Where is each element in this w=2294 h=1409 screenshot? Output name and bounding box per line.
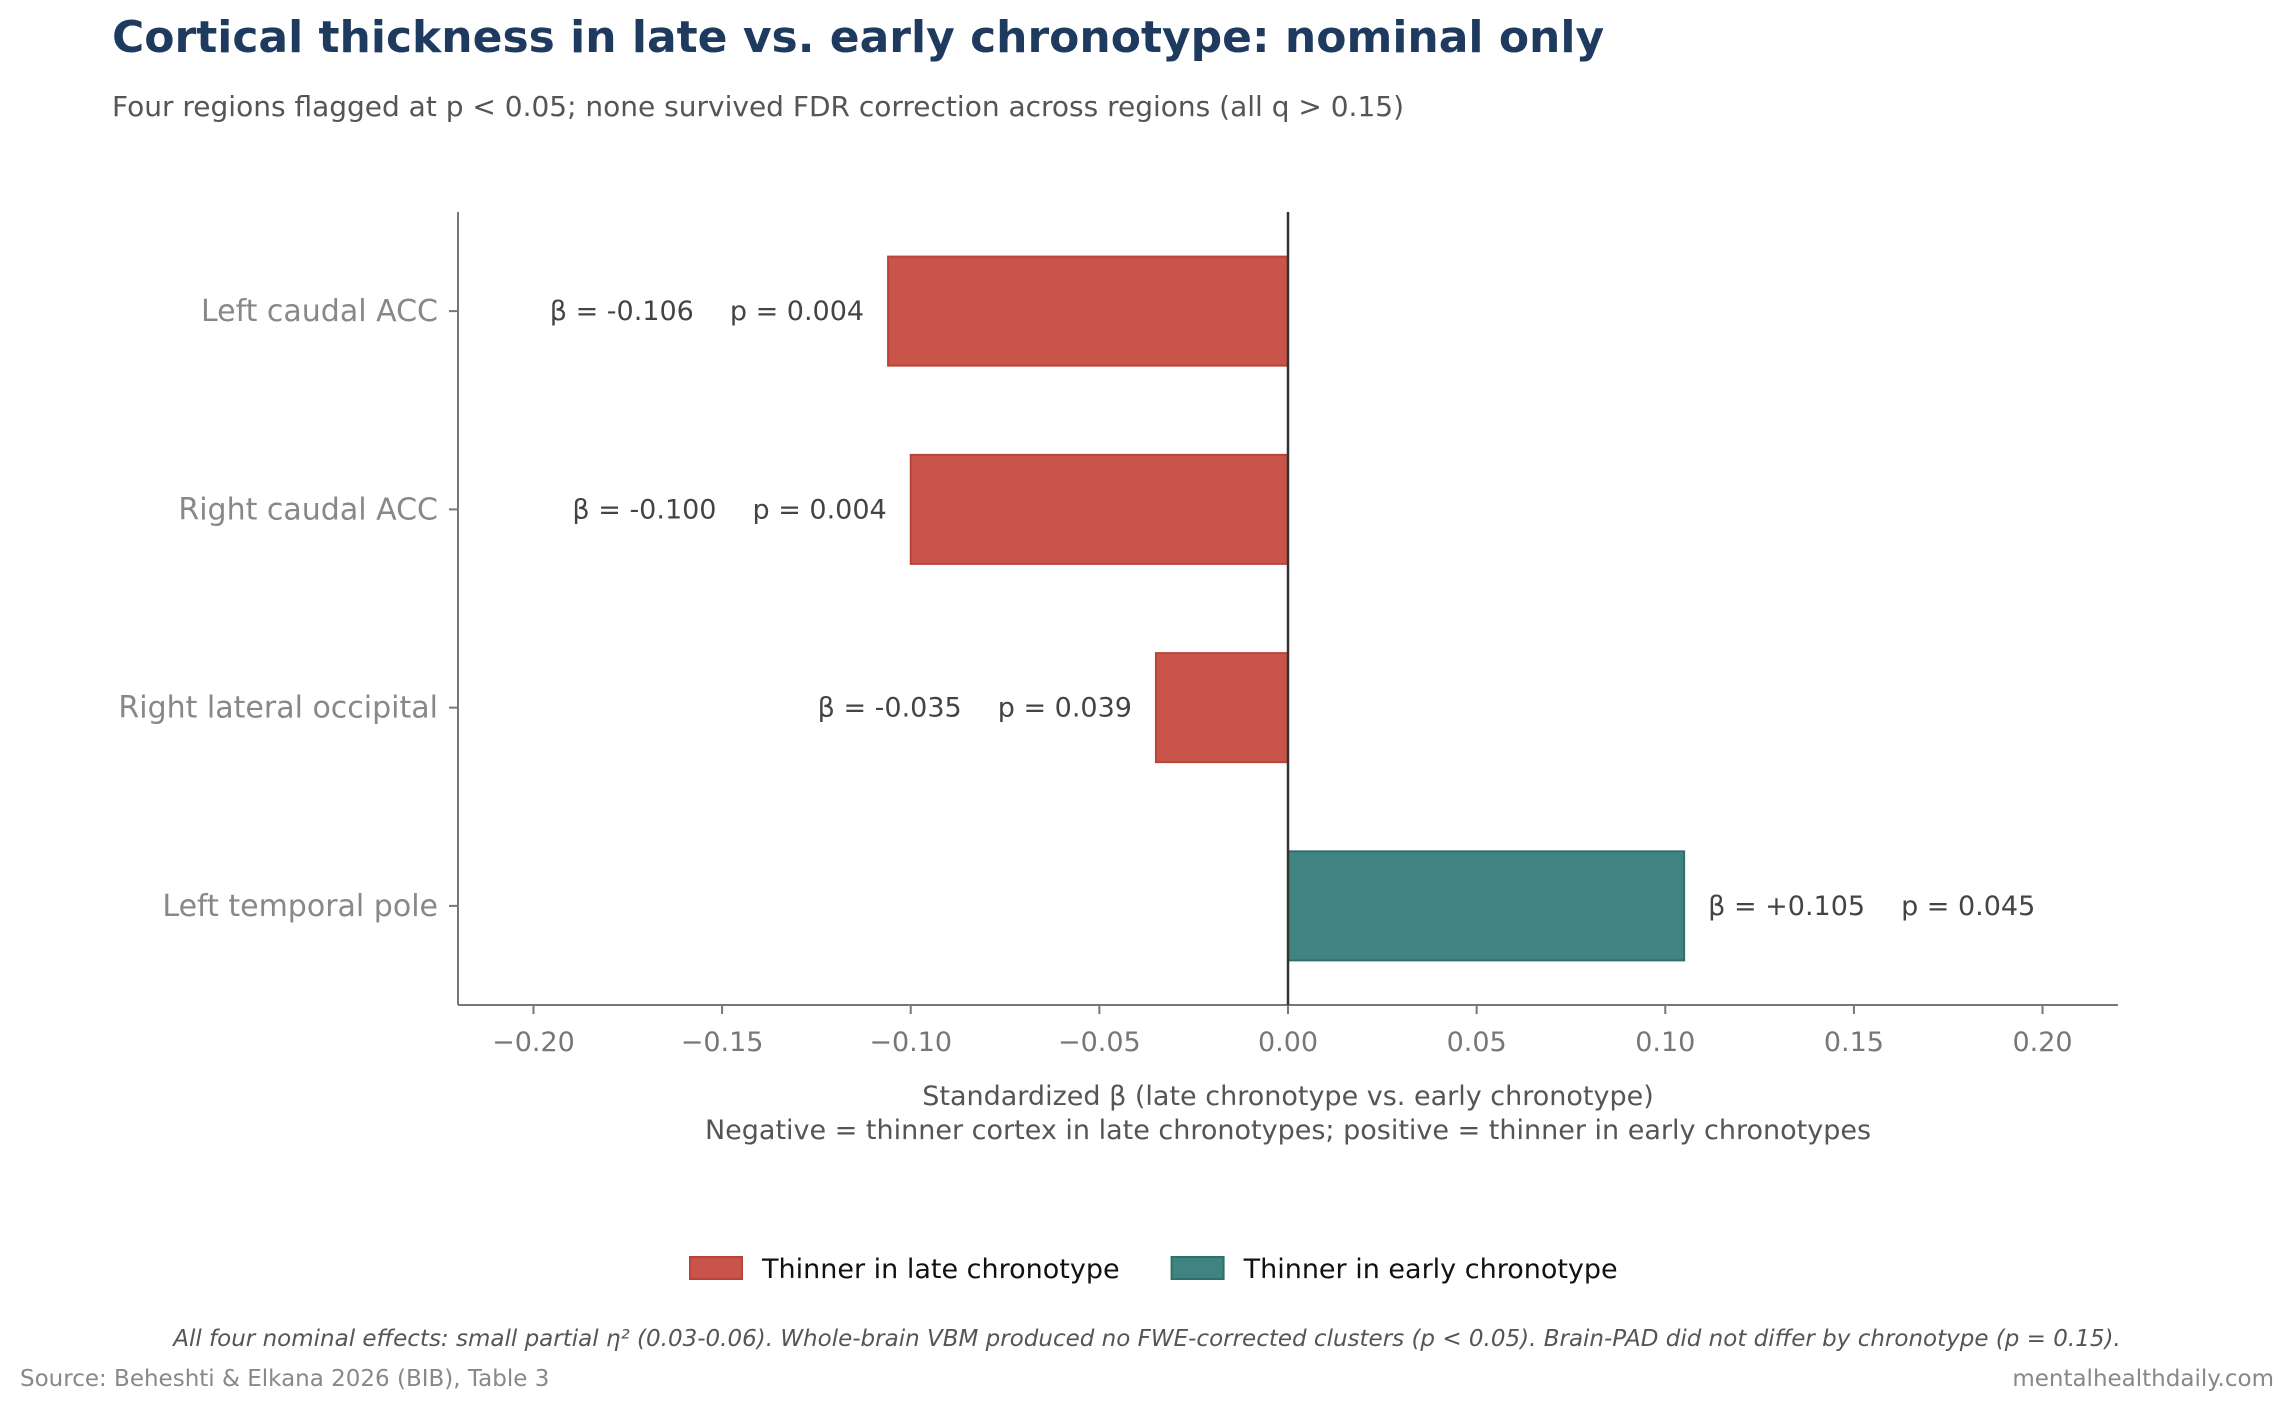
x-axis-label: Standardized β (late chronotype vs. earl… bbox=[922, 1081, 1654, 1112]
chart-canvas: −0.20 −0.15 −0.10 −0.05 0.00 0.05 0.10 0.15 0.20… bbox=[118, 212, 2118, 1285]
bar bbox=[1154, 652, 1290, 764]
x-tick-label: −0.05 bbox=[1058, 1027, 1141, 1058]
y-tick-label: Right caudal ACC bbox=[178, 492, 438, 527]
x-tick-label: 0.00 bbox=[1258, 1027, 1318, 1058]
y-tick-label: Left temporal pole bbox=[162, 889, 438, 924]
chart-bars bbox=[887, 212, 1686, 1005]
legend-swatch bbox=[1170, 1256, 1225, 1280]
x-tick-label: −0.10 bbox=[869, 1027, 952, 1058]
chart-subtitle: Four regions flagged at p < 0.05; none s… bbox=[112, 90, 1405, 123]
bar-value-label: β = -0.035 p = 0.039 bbox=[818, 693, 1132, 724]
chart-axes: −0.20 −0.15 −0.10 −0.05 0.00 0.05 0.10 0.15 0.20… bbox=[118, 212, 2118, 1146]
x-tick-label: −0.20 bbox=[492, 1027, 575, 1058]
legend-label: Thinner in late chronotype bbox=[761, 1254, 1120, 1285]
bar bbox=[1287, 850, 1686, 962]
bar-value-label: β = -0.106 p = 0.004 bbox=[550, 296, 864, 327]
chart-legend: Thinner in late chronotype Thinner in ear… bbox=[689, 1254, 1618, 1285]
bar-value-label: β = -0.100 p = 0.004 bbox=[572, 494, 886, 525]
beta-value: β = -0.100 bbox=[572, 494, 716, 525]
x-tick-label: −0.15 bbox=[681, 1027, 764, 1058]
p-value: p = 0.004 bbox=[730, 296, 864, 327]
p-value: p = 0.045 bbox=[1901, 891, 2035, 922]
bar-value-label: β = +0.105 p = 0.045 bbox=[1708, 891, 2035, 922]
bar bbox=[887, 255, 1289, 367]
x-tick-label: 0.05 bbox=[1447, 1027, 1507, 1058]
legend-label: Thinner in early chronotype bbox=[1243, 1254, 1618, 1285]
x-tick-label: 0.15 bbox=[1824, 1027, 1884, 1058]
x-tick-label: 0.20 bbox=[2012, 1027, 2072, 1058]
p-value: p = 0.004 bbox=[752, 494, 886, 525]
footnote: All four nominal effects: small partial … bbox=[173, 1326, 2121, 1352]
chart-title: Cortical thickness in late vs. early chr… bbox=[112, 12, 1605, 63]
x-tick-label: 0.10 bbox=[1635, 1027, 1695, 1058]
p-value: p = 0.039 bbox=[998, 693, 1132, 724]
bar bbox=[909, 453, 1290, 565]
beta-value: β = -0.106 bbox=[550, 296, 694, 327]
brand-watermark: mentalhealthdaily.com bbox=[2012, 1366, 2274, 1392]
source-note: Source: Beheshti & Elkana 2026 (BIB), Ta… bbox=[20, 1366, 550, 1392]
y-tick-label: Left caudal ACC bbox=[201, 294, 438, 329]
beta-value: β = +0.105 bbox=[1708, 891, 1865, 922]
x-axis-label-line2: Negative = thinner cortex in late chrono… bbox=[705, 1115, 1871, 1146]
beta-value: β = -0.035 bbox=[818, 693, 962, 724]
legend-swatch bbox=[689, 1256, 743, 1280]
y-tick-label: Right lateral occipital bbox=[118, 691, 438, 726]
